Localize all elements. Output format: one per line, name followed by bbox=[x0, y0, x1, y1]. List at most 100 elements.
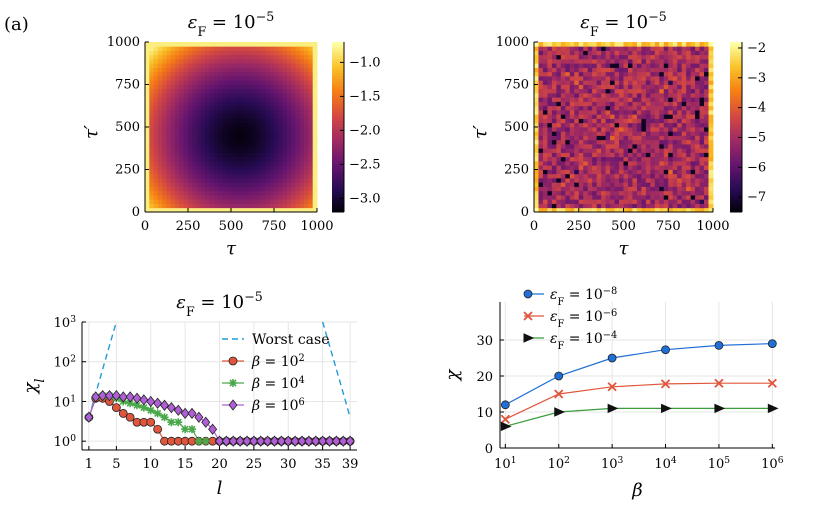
heatmap-cell bbox=[153, 173, 159, 179]
heatmap-cell bbox=[542, 156, 548, 162]
y-tick-label: 500 bbox=[504, 120, 529, 135]
heatmap-cell bbox=[291, 135, 296, 141]
heatmap-cell bbox=[632, 46, 638, 51]
heatmap-cell bbox=[231, 84, 236, 90]
heatmap-cell bbox=[551, 131, 557, 136]
heatmap-cell bbox=[145, 54, 150, 60]
heatmap-cell bbox=[149, 152, 154, 158]
heatmap-cell bbox=[196, 110, 202, 115]
heatmap-cell bbox=[534, 156, 539, 162]
heatmap-cell bbox=[583, 54, 589, 60]
heatmap-cell bbox=[614, 50, 620, 56]
heatmap-cell bbox=[560, 156, 566, 162]
heatmap-cell bbox=[170, 169, 176, 175]
heatmap-cell bbox=[256, 63, 262, 68]
heatmap-cell bbox=[291, 207, 296, 213]
heatmap-cell bbox=[166, 110, 172, 115]
heatmap-cell bbox=[686, 178, 692, 183]
heatmap-cell bbox=[252, 50, 258, 56]
heatmap-cell bbox=[672, 110, 678, 115]
heatmap-cell bbox=[261, 186, 266, 192]
heatmap-cell bbox=[708, 118, 714, 124]
heatmap-cell bbox=[645, 42, 651, 47]
heatmap-cell bbox=[596, 127, 602, 132]
heatmap-cell bbox=[145, 84, 150, 90]
heatmap-cell bbox=[196, 207, 202, 213]
heatmap-cell bbox=[183, 101, 189, 107]
heatmap-cell bbox=[304, 46, 309, 51]
data-point bbox=[111, 403, 121, 413]
heatmap-cell bbox=[183, 152, 189, 158]
heatmap-cell bbox=[645, 54, 651, 60]
heatmap-cell bbox=[601, 59, 607, 64]
heatmap-cell bbox=[218, 199, 223, 204]
heatmap-cell bbox=[231, 80, 236, 85]
heatmap-cell bbox=[299, 178, 305, 183]
heatmap-cell bbox=[663, 122, 669, 128]
heatmap-cell bbox=[239, 131, 245, 136]
heatmap-cell bbox=[252, 127, 258, 132]
heatmap-cell bbox=[605, 63, 611, 68]
heatmap-cell bbox=[200, 67, 206, 73]
heatmap-cell bbox=[308, 54, 314, 60]
heatmap-cell bbox=[265, 135, 271, 141]
heatmap-cell bbox=[654, 203, 660, 209]
heatmap-cell bbox=[601, 88, 607, 94]
heatmap-cell bbox=[645, 178, 651, 183]
heatmap-cell bbox=[556, 88, 562, 94]
heatmap-cell bbox=[610, 46, 615, 51]
data-point bbox=[523, 289, 533, 299]
heatmap-cell bbox=[650, 182, 656, 187]
heatmap-cell bbox=[601, 54, 607, 60]
heatmap-cell bbox=[252, 93, 258, 98]
heatmap-cell bbox=[699, 84, 705, 90]
heatmap-cell bbox=[610, 169, 615, 175]
heatmap-cell bbox=[619, 118, 624, 124]
heatmap-cell bbox=[592, 101, 598, 107]
heatmap-cell bbox=[592, 42, 598, 47]
heatmap-cell bbox=[587, 139, 593, 145]
heatmap-cell bbox=[248, 156, 253, 162]
heatmap-cell bbox=[547, 139, 553, 145]
heatmap-cell bbox=[252, 169, 258, 175]
heatmap-cell bbox=[170, 67, 176, 73]
heatmap-cell bbox=[601, 178, 607, 183]
panel-title-part: = 10 bbox=[195, 292, 244, 313]
heatmap-cell bbox=[274, 195, 279, 200]
heatmap-cell bbox=[699, 195, 705, 200]
heatmap-cell bbox=[256, 80, 262, 85]
heatmap-cell bbox=[677, 127, 683, 132]
heatmap-cell bbox=[239, 42, 245, 47]
colorbar-segment bbox=[730, 70, 742, 74]
heatmap-cell bbox=[183, 139, 189, 145]
heatmap-cell bbox=[650, 148, 656, 153]
heatmap-cell bbox=[295, 80, 301, 85]
heatmap-cell bbox=[534, 59, 539, 64]
heatmap-cell bbox=[569, 59, 575, 64]
heatmap-cell bbox=[256, 93, 262, 98]
heatmap-cell bbox=[265, 203, 271, 209]
heatmap-cell bbox=[610, 80, 615, 85]
data-point bbox=[118, 391, 128, 403]
heatmap-cell bbox=[619, 190, 624, 196]
x-tick-label-part: 10 bbox=[761, 457, 778, 472]
heatmap-cell bbox=[308, 186, 314, 192]
heatmap-cell bbox=[243, 148, 249, 153]
heatmap-cell bbox=[226, 139, 232, 145]
colorbar-segment bbox=[730, 115, 742, 119]
heatmap-cell bbox=[659, 190, 665, 196]
data-point bbox=[290, 435, 300, 447]
heatmap-cell bbox=[166, 105, 172, 111]
heatmap-cell bbox=[551, 84, 557, 90]
colorbar-segment bbox=[730, 90, 742, 94]
heatmap-cell bbox=[213, 101, 219, 107]
heatmap-cell bbox=[587, 63, 593, 68]
data-point bbox=[84, 411, 94, 423]
heatmap-cell bbox=[610, 54, 615, 60]
heatmap-cell bbox=[209, 110, 215, 115]
heatmap-cell bbox=[170, 203, 176, 209]
heatmap-cell bbox=[205, 80, 210, 85]
heatmap-cell bbox=[149, 84, 154, 90]
heatmap-cell bbox=[619, 63, 624, 68]
heatmap-cell bbox=[645, 165, 651, 170]
